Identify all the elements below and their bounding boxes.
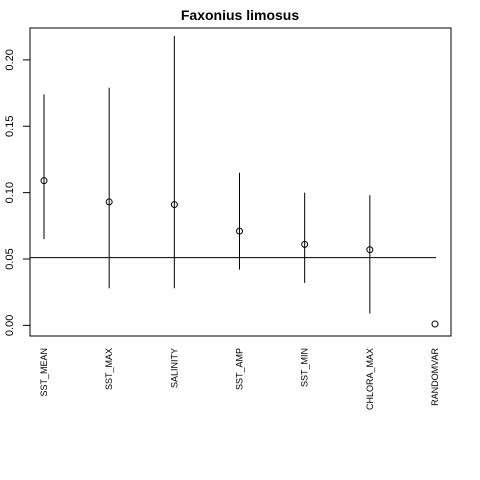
y-tick-label: 0.00: [4, 315, 16, 336]
x-category-label: SST_MEAN: [39, 348, 49, 397]
data-point: [301, 240, 309, 248]
x-category-label: SST_AMP: [235, 348, 245, 390]
error-bars: [43, 35, 371, 314]
x-category-label: RANDOMVAR: [430, 348, 440, 406]
data-point: [236, 227, 243, 235]
y-tick-label: 0.20: [4, 49, 16, 70]
data-point: [431, 320, 439, 328]
y-tick-label: 0.10: [4, 182, 16, 203]
data-point: [170, 201, 178, 209]
data-point: [40, 177, 48, 185]
data-point: [366, 246, 374, 254]
chart-title: Faxonius limosus: [181, 7, 299, 23]
y-tick-label: 0.15: [4, 116, 16, 137]
data-points: [40, 177, 439, 328]
y-tick-label: 0.05: [4, 248, 16, 269]
x-category-label: SALINITY: [169, 348, 179, 388]
x-category-label: CHLORA_MAX: [365, 348, 375, 410]
plot-frame: [29, 27, 452, 337]
data-point: [105, 198, 113, 206]
y-axis: 0.00 0.05 0.10 0.15 0.20: [4, 49, 31, 336]
x-category-labels: SST_MEAN SST_MAX SALINITY SST_AMP SST_MIN CHL…: [39, 348, 440, 411]
x-category-label: SST_MIN: [300, 348, 310, 387]
x-category-label: SST_MAX: [104, 348, 114, 390]
